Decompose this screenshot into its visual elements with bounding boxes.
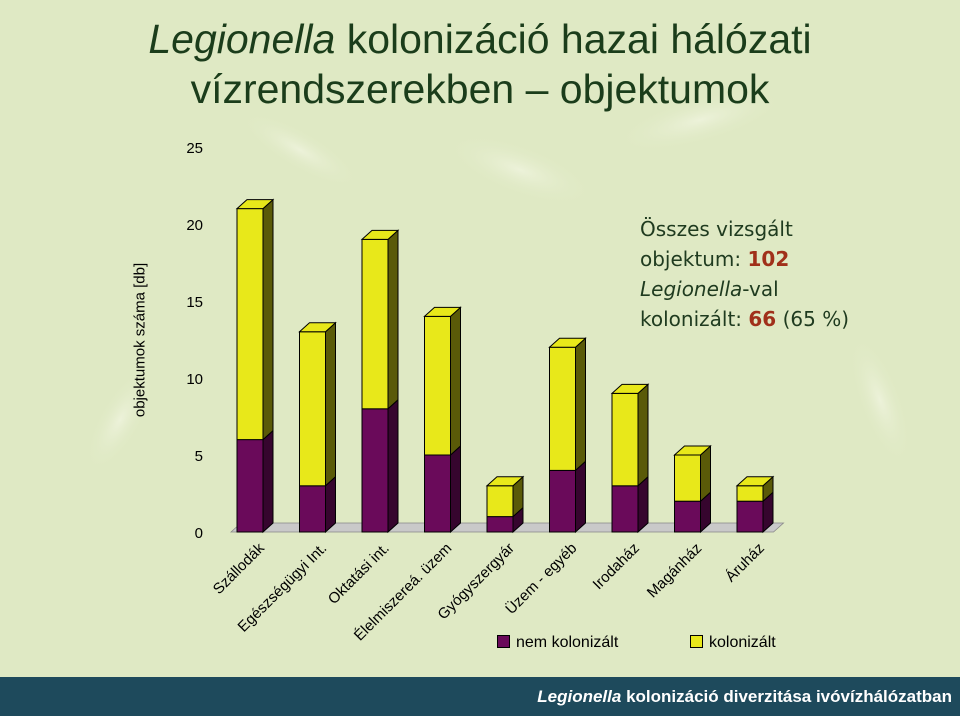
bar-side [637,383,649,487]
y-tick-label: 20 [186,217,203,234]
bar-colonized [548,337,587,472]
colonized-count: 66 [748,307,777,331]
bar-front [736,485,764,502]
bars [235,198,775,534]
bar-side [325,321,336,487]
bar-not-colonized [236,429,274,534]
x-tick-label: Áruház [722,540,768,586]
bar-front [361,238,389,410]
x-tick-label: Irodaház [590,540,643,593]
legend-label: kolonizált [709,634,776,651]
bar-colonized [485,475,525,518]
y-tick-label: 0 [195,525,203,542]
bar-front [674,454,701,502]
bar-front [611,392,639,487]
bar-side [450,444,461,534]
bar-front [299,485,326,533]
bar-colonized [235,198,275,441]
bar-not-colonized [736,491,774,534]
bar-top [610,383,650,394]
legend-item-colonized: kolonizált [690,634,776,652]
bar-front [361,408,389,533]
bar-front [236,208,264,441]
bar-colonized [423,306,462,457]
bar-top [673,445,712,456]
summary-line2: objektum: [640,247,748,271]
legend-label: nem kolonizált [516,634,619,651]
bar-side [450,306,461,457]
x-tick-label: Szállodák [210,539,268,597]
y-tick-labels: 0 5 10 15 20 25 [186,140,203,542]
colonized-percent: (65 %) [776,307,850,331]
page-title: Legionella kolonizáció hazai hálózati ví… [0,14,960,114]
y-tick-label: 10 [186,371,203,388]
bar-top [360,229,400,240]
bar-top [548,337,587,348]
bar-front [486,485,514,518]
bar-not-colonized [549,460,586,534]
summary-line1: Összes vizsgált [640,217,793,241]
footer-rest: kolonizáció diverzitása ivóvízhálózatban [621,687,952,706]
bar-front [549,469,576,533]
footer-bar: Legionella kolonizáció diverzitása ivóví… [0,677,960,716]
y-tick-label: 15 [186,294,203,311]
summary-box: Összes vizsgált objektum: 102 Legionella… [640,214,849,334]
bar-colonized [360,229,400,410]
legend-swatch-purple [497,635,510,648]
y-tick-label: 25 [186,140,203,157]
title-italic: Legionella [148,16,336,62]
bar-colonized [673,444,712,503]
bar-side [262,198,274,441]
x-tick-label: Oktatási int. [325,540,393,608]
summary-italic: Legionella [640,277,743,301]
bar-front [424,315,451,456]
bar-top [423,306,462,317]
bar-front [611,485,639,533]
bar-colonized [298,321,337,487]
bar-side [262,429,274,534]
bar-front [674,500,701,533]
bar-front [549,346,576,471]
summary-line4: kolonizált: [640,307,749,331]
bar-not-colonized [424,444,461,534]
title-line2: vízrendszerekben – objektumok [190,66,770,112]
total-count: 102 [747,247,790,271]
bar-side [387,398,399,534]
title-line1: kolonizáció hazai hálózati [335,16,812,62]
bar-not-colonized [299,475,336,534]
bar-front [236,439,264,533]
legend-item-not-colonized: nem kolonizált [497,634,618,652]
bar-side [575,460,586,534]
bar-top [298,322,337,333]
bar-not-colonized [611,475,649,534]
bar-top [235,199,275,210]
footer-italic: Legionella [537,687,622,706]
bar-side [575,337,586,472]
bar-side [387,229,399,410]
bar-front [486,516,514,533]
summary-line3: -val [742,277,779,301]
bar-top [485,476,525,487]
bar-front [736,500,764,533]
legend-swatch-yellow [690,635,703,648]
footer-text: Legionella kolonizáció diverzitása ivóví… [537,687,952,707]
bar-top [735,476,775,487]
bar-colonized [610,383,650,487]
bar-not-colonized [361,398,399,534]
bar-not-colonized [674,491,711,534]
bar-front [424,454,451,533]
y-tick-label: 5 [195,448,203,465]
x-tick-label: Magánház [644,540,706,602]
bar-front [299,331,326,487]
bar-colonized [735,475,775,503]
